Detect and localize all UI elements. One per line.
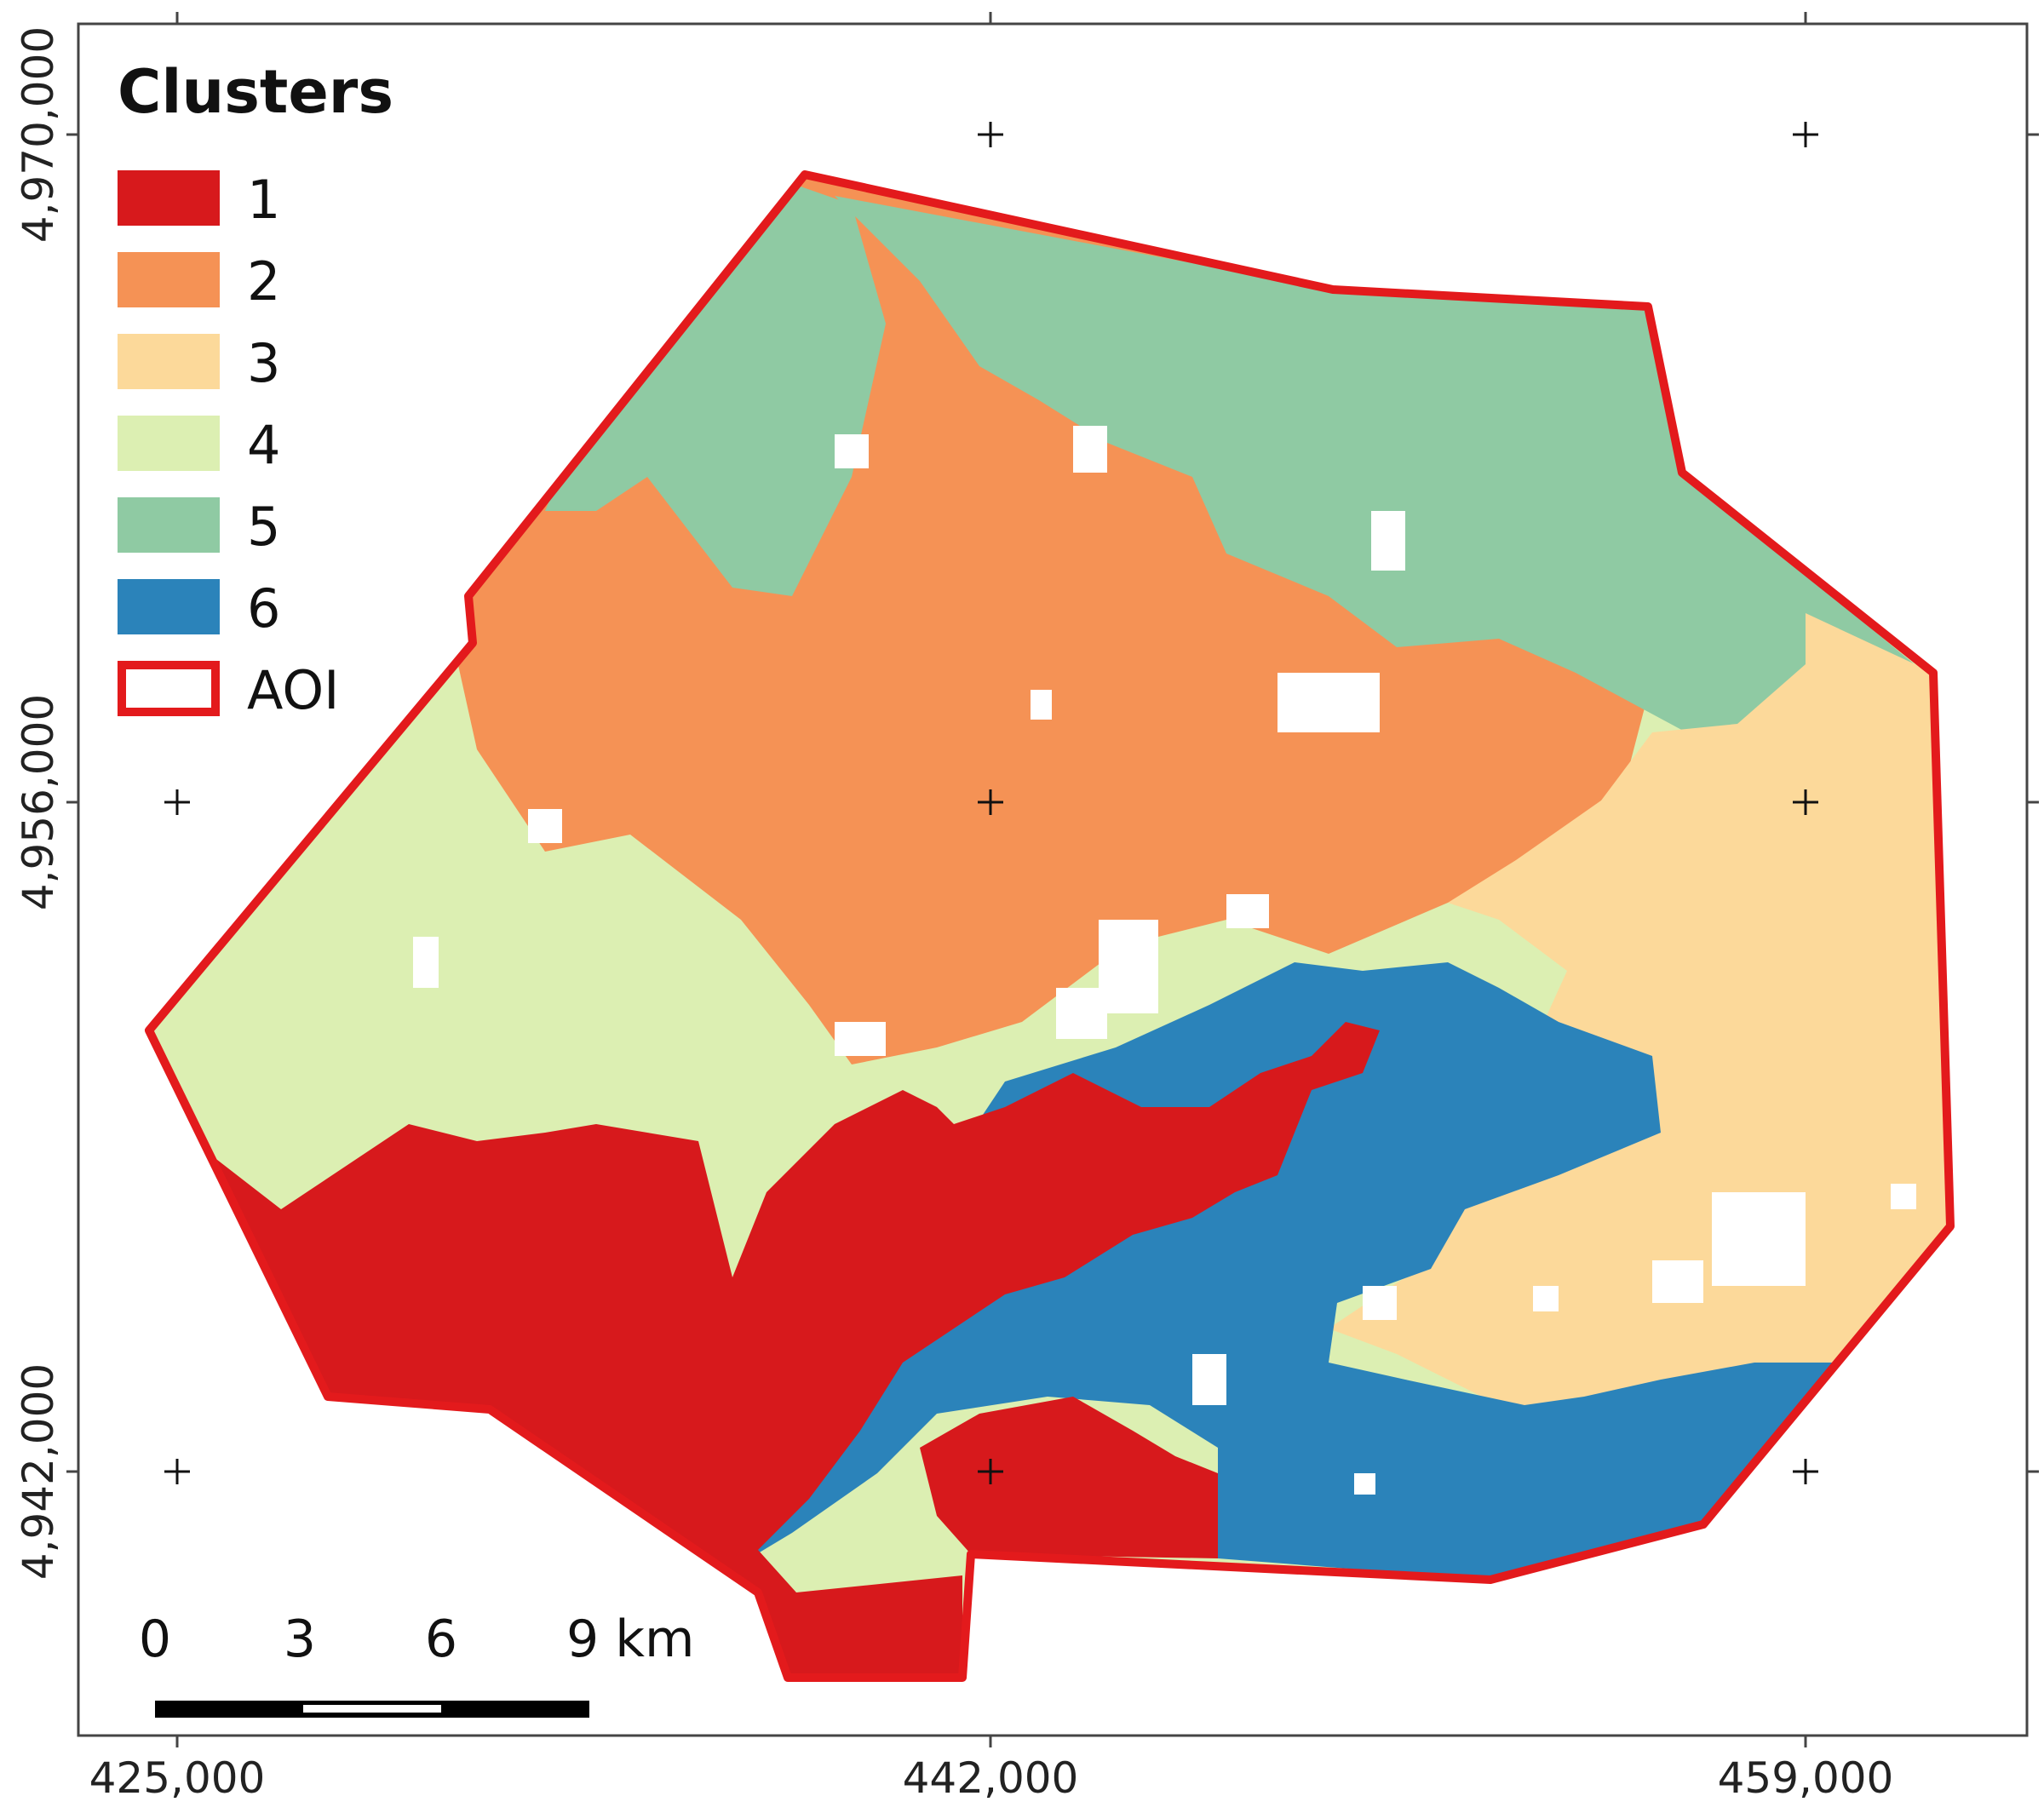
scale-bar-segment-white	[303, 1705, 441, 1713]
x-axis-label-459000: 459,000	[1718, 1753, 1894, 1803]
scale-label-9km: 9 km	[566, 1610, 694, 1669]
legend-swatch-3	[118, 334, 220, 389]
y-axis-label-4970000: 4,970,000	[14, 26, 63, 243]
y-axis-label-4956000: 4,956,000	[14, 694, 63, 910]
legend-label-4: 4	[247, 414, 280, 476]
axis-ticks	[66, 12, 2039, 1747]
legend-label-3: 3	[247, 332, 280, 394]
legend-label-2: 2	[247, 250, 280, 313]
legend-swatch-2	[118, 252, 220, 307]
scale-label-3: 3	[284, 1610, 316, 1669]
x-axis-label-442000: 442,000	[903, 1753, 1079, 1803]
legend-swatch-6	[118, 579, 220, 634]
legend: Clusters 1 2 3 4 5 6 AOI	[118, 57, 393, 721]
grid-crosses	[164, 122, 1818, 1484]
aoi-outline	[145, 170, 1955, 1682]
scale-bar: 0 3 6 9 km	[139, 1610, 694, 1718]
legend-label-6: 6	[247, 577, 280, 640]
cluster-1-zone	[149, 1022, 1380, 1678]
scale-label-6: 6	[425, 1610, 457, 1669]
legend-title: Clusters	[118, 57, 393, 127]
no-data-patches	[413, 426, 1916, 1495]
y-axis-label-4942000: 4,942,000	[14, 1363, 63, 1580]
legend-label-5: 5	[247, 496, 280, 558]
legend-label-aoi: AOI	[247, 659, 339, 721]
legend-swatch-5	[118, 497, 220, 553]
cluster-1-bay	[920, 1397, 1218, 1558]
legend-swatch-aoi	[118, 661, 220, 716]
scale-label-0: 0	[139, 1610, 171, 1669]
legend-swatch-4	[118, 416, 220, 471]
legend-label-1: 1	[247, 169, 280, 231]
cluster-5-zone	[545, 175, 886, 596]
x-axis-label-425000: 425,000	[89, 1753, 266, 1803]
legend-swatch-1	[118, 170, 220, 226]
